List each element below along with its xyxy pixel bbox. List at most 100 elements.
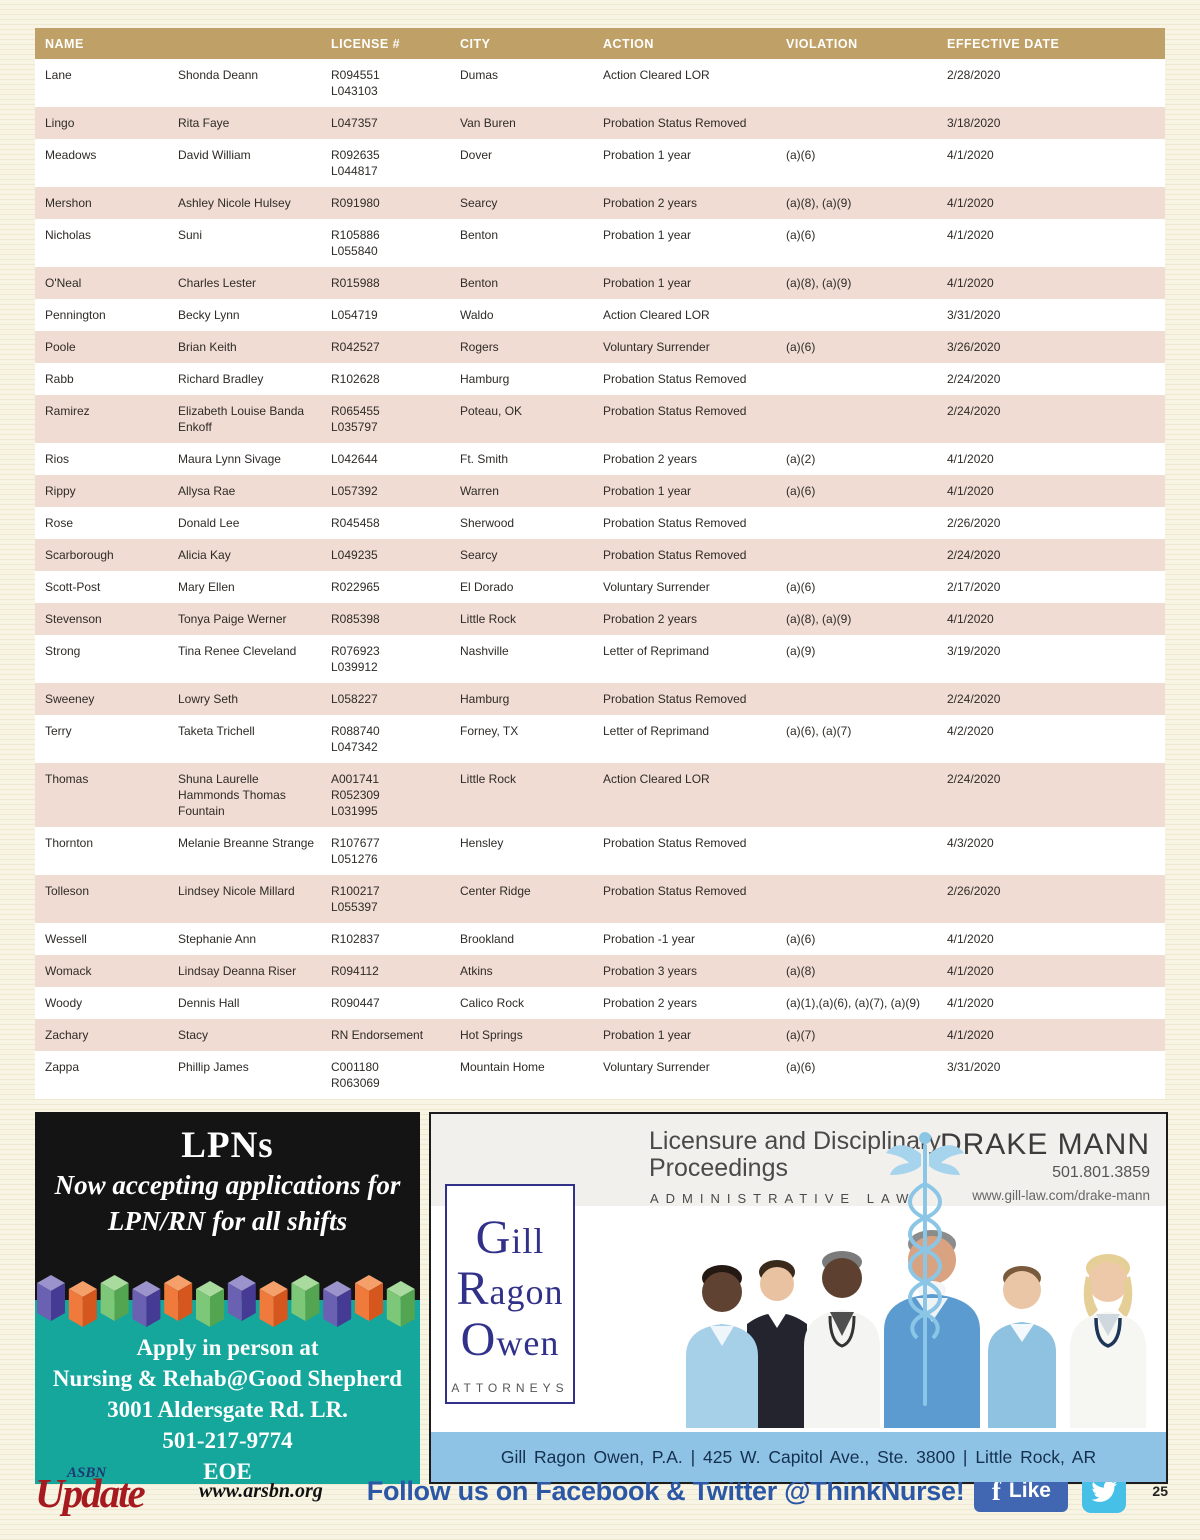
- cell-action: Probation -1 year: [603, 932, 696, 946]
- cell-first-name: Tonya Paige Werner: [178, 612, 287, 626]
- table-row: Strong Tina Renee Cleveland R076923 L039912…: [35, 635, 1165, 683]
- cell-city: Little Rock: [460, 772, 517, 786]
- cell-action: Action Cleared LOR: [603, 772, 710, 786]
- cell-effective-date: 4/1/2020: [947, 964, 994, 978]
- cell-last-name: Terry: [45, 724, 72, 738]
- cell-action: Probation 1 year: [603, 276, 692, 290]
- cell-first-name: Tina Renee Cleveland: [178, 644, 297, 658]
- firm-name-line2: Ragon: [456, 1262, 564, 1315]
- cell-city: Calico Rock: [460, 996, 525, 1010]
- cell-last-name: Zappa: [45, 1060, 80, 1074]
- lpn-address: 3001 Aldersgate Rd. LR.: [107, 1397, 348, 1422]
- cell-last-name: Pennington: [45, 308, 106, 322]
- table-row: Lingo Rita Faye L047357 Van Buren Probation …: [35, 107, 1165, 139]
- cell-violation: (a)(8): [786, 964, 816, 978]
- table-row: Mershon Ashley Nicole Hulsey R091980 Searcy…: [35, 187, 1165, 219]
- table-row: Lane Shonda Deann R094551 L043103 Dumas Actio…: [35, 59, 1165, 107]
- lpn-ad-header: LPNs Now accepting applications for LPN/…: [35, 1112, 420, 1274]
- cell-license: R094551 L043103: [331, 68, 380, 98]
- cell-city: Hamburg: [460, 692, 510, 706]
- cell-last-name: Ramirez: [45, 404, 90, 418]
- cell-last-name: Mershon: [45, 196, 92, 210]
- cell-license: RN Endorsement: [331, 1028, 424, 1042]
- table-row: Sweeney Lowry Seth L058227 Hamburg Probation…: [35, 683, 1165, 715]
- cell-license: L057392: [331, 484, 378, 498]
- cell-effective-date: 4/1/2020: [947, 1028, 994, 1042]
- cell-violation: [776, 507, 927, 539]
- cell-last-name: Lingo: [45, 116, 75, 130]
- column-header: VIOLATION: [786, 37, 858, 51]
- gill-ragon-owen-ad[interactable]: Licensure and Disciplinary Proceedings A…: [429, 1112, 1168, 1484]
- table-row: Woody Dennis Hall R090447 Calico Rock Probat…: [35, 987, 1165, 1019]
- table-row: Tolleson Lindsey Nicole Millard R100217 L05…: [35, 875, 1165, 923]
- caduceus-icon: [883, 1126, 967, 1431]
- cell-effective-date: 4/3/2020: [947, 836, 994, 850]
- table-row: O'Neal Charles Lester R015988 Benton Probati…: [35, 267, 1165, 299]
- cell-action: Probation Status Removed: [603, 548, 747, 562]
- cell-first-name: David William: [178, 148, 251, 162]
- cell-last-name: Tolleson: [45, 884, 90, 898]
- table-row: Ramirez Elizabeth Louise Banda Enkoff R065…: [35, 395, 1165, 443]
- cell-effective-date: 2/26/2020: [947, 884, 1001, 898]
- cell-last-name: Rabb: [45, 372, 74, 386]
- cell-action: Probation Status Removed: [603, 692, 747, 706]
- cell-license: R100217 L055397: [331, 884, 380, 914]
- gill-practice-area: ADMINISTRATIVE LAW: [650, 1191, 916, 1206]
- cell-first-name: Dennis Hall: [178, 996, 240, 1010]
- cell-license: L047357: [331, 116, 378, 130]
- gill-service-line2: Proceedings: [649, 1154, 788, 1182]
- lpn-ad-line1: Now accepting applications for: [54, 1170, 401, 1200]
- cell-last-name: Thomas: [45, 772, 89, 786]
- asbn-update-logo: Update ASBN: [35, 1465, 193, 1517]
- cell-effective-date: 2/17/2020: [947, 580, 1001, 594]
- cell-license: R022965: [331, 580, 380, 594]
- table-row: Nicholas Suni R105886 L055840 Benton Probatio…: [35, 219, 1165, 267]
- cell-first-name: Richard Bradley: [178, 372, 264, 386]
- cell-first-name: Brian Keith: [178, 340, 237, 354]
- cell-violation: (a)(6): [786, 932, 816, 946]
- lpn-facility-name: Nursing & Rehab@Good Shepherd: [52, 1366, 403, 1391]
- cell-city: Hamburg: [460, 372, 510, 386]
- arsbn-website-link[interactable]: www.arsbn.org: [199, 1479, 323, 1502]
- column-header: ACTION: [603, 37, 654, 51]
- cell-first-name: Lindsay Deanna Riser: [178, 964, 297, 978]
- table-header-row: NAME LICENSE # CITY ACTION VIOLATION EFFECTIV…: [35, 28, 1165, 59]
- cell-first-name: Lindsey Nicole Millard: [178, 884, 295, 898]
- cell-license: R105886 L055840: [331, 228, 380, 258]
- cell-city: Waldo: [460, 308, 494, 322]
- firm-logo-box: Gill Ragon Owen ATTORNEYS: [445, 1184, 575, 1404]
- cell-effective-date: 3/19/2020: [947, 644, 1001, 658]
- cell-action: Probation Status Removed: [603, 404, 747, 418]
- cell-violation: (a)(6): [786, 340, 816, 354]
- cell-license: L054719: [331, 308, 378, 322]
- cell-action: Action Cleared LOR: [603, 308, 710, 322]
- attorney-url-link[interactable]: www.gill-law.com/drake-mann: [972, 1188, 1150, 1203]
- lpn-phone: 501-217-9774: [162, 1428, 293, 1453]
- disciplinary-actions-table: NAME LICENSE # CITY ACTION VIOLATION EFFECTIV…: [35, 28, 1165, 1099]
- cell-action: Letter of Reprimand: [603, 644, 710, 658]
- cell-action: Probation 2 years: [603, 196, 698, 210]
- table-row: Zachary Stacy RN Endorsement Hot Springs Pro…: [35, 1019, 1165, 1051]
- cell-violation: [776, 683, 927, 715]
- cell-license: R102837: [331, 932, 380, 946]
- cell-violation: [776, 875, 927, 923]
- cell-effective-date: 2/24/2020: [947, 548, 1001, 562]
- cell-city: Nashville: [460, 644, 509, 658]
- cell-city: Little Rock: [460, 612, 517, 626]
- table-row: Zappa Phillip James C001180 R063069 Mountain…: [35, 1051, 1165, 1099]
- cell-city: Brookland: [460, 932, 515, 946]
- cell-license: R094112: [331, 964, 379, 978]
- cell-violation: [776, 539, 927, 571]
- cell-action: Probation 2 years: [603, 996, 698, 1010]
- attorney-name: DRAKE MANN: [939, 1128, 1150, 1161]
- column-header: CITY: [460, 37, 491, 51]
- column-header: LICENSE #: [331, 37, 401, 51]
- table-row: Terry Taketa Trichell R088740 L047342 Forney…: [35, 715, 1165, 763]
- cell-last-name: Rios: [45, 452, 70, 466]
- cell-first-name: Shuna Laurelle Hammonds Thomas Fountain: [178, 772, 286, 818]
- cell-violation: [776, 107, 927, 139]
- like-label: Like: [1008, 1479, 1051, 1502]
- lpn-recruitment-ad[interactable]: LPNs Now accepting applications for LPN/…: [35, 1112, 420, 1484]
- table-row: Thomas Shuna Laurelle Hammonds Thomas Fou…: [35, 763, 1165, 827]
- cell-first-name: Stacy: [178, 1028, 209, 1042]
